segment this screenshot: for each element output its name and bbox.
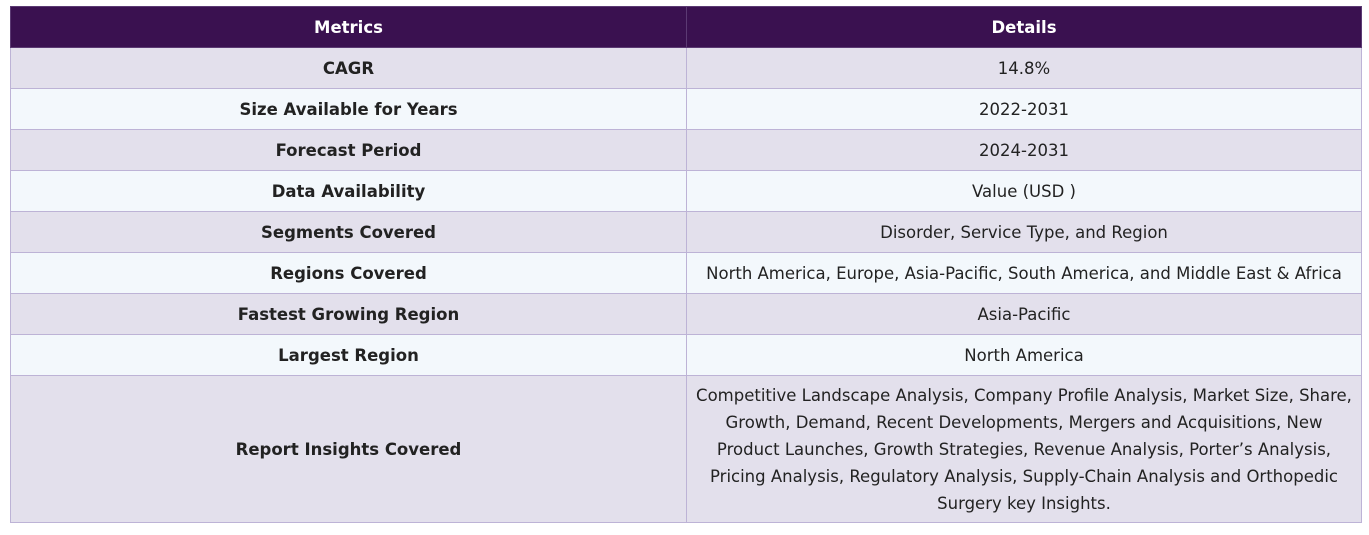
metric-cell: Regions Covered <box>10 252 687 294</box>
detail-cell: 2022-2031 <box>686 88 1362 130</box>
metric-cell: Report Insights Covered <box>10 375 687 523</box>
metric-cell: Size Available for Years <box>10 88 687 130</box>
detail-cell: Asia-Pacific <box>686 293 1362 335</box>
table-row: Fastest Growing Region Asia-Pacific <box>10 293 1362 335</box>
table-row: Report Insights Covered Competitive Lands… <box>10 375 1362 523</box>
metric-cell: Forecast Period <box>10 129 687 171</box>
detail-cell: North America <box>686 334 1362 376</box>
metric-cell: Largest Region <box>10 334 687 376</box>
detail-cell: 14.8% <box>686 47 1362 89</box>
detail-cell: North America, Europe, Asia-Pacific, Sou… <box>686 252 1362 294</box>
table-row: Data Availability Value (USD ) <box>10 170 1362 212</box>
metric-cell: CAGR <box>10 47 687 89</box>
table-row: CAGR 14.8% <box>10 47 1362 89</box>
metric-cell: Segments Covered <box>10 211 687 253</box>
metric-cell: Data Availability <box>10 170 687 212</box>
header-row: Metrics Details <box>10 6 1362 48</box>
table-container: Metrics Details CAGR 14.8% Size Available … <box>10 6 1362 523</box>
detail-cell: Value (USD ) <box>686 170 1362 212</box>
detail-cell: Disorder, Service Type, and Region <box>686 211 1362 253</box>
table-row: Regions Covered North America, Europe, As… <box>10 252 1362 294</box>
header-cell: Metrics <box>10 6 687 48</box>
metric-cell: Fastest Growing Region <box>10 293 687 335</box>
table-row: Forecast Period 2024-2031 <box>10 129 1362 171</box>
detail-cell: Competitive Landscape Analysis, Company … <box>686 375 1362 523</box>
header-cell: Details <box>686 6 1362 48</box>
table-body: CAGR 14.8% Size Available for Years 2022-20… <box>10 47 1362 523</box>
table-row: Size Available for Years 2022-2031 <box>10 88 1362 130</box>
detail-cell: 2024-2031 <box>686 129 1362 171</box>
specs-table: Metrics Details CAGR 14.8% Size Available … <box>10 6 1362 523</box>
table-row: Segments Covered Disorder, Service Type, … <box>10 211 1362 253</box>
table-row: Largest Region North America <box>10 334 1362 376</box>
